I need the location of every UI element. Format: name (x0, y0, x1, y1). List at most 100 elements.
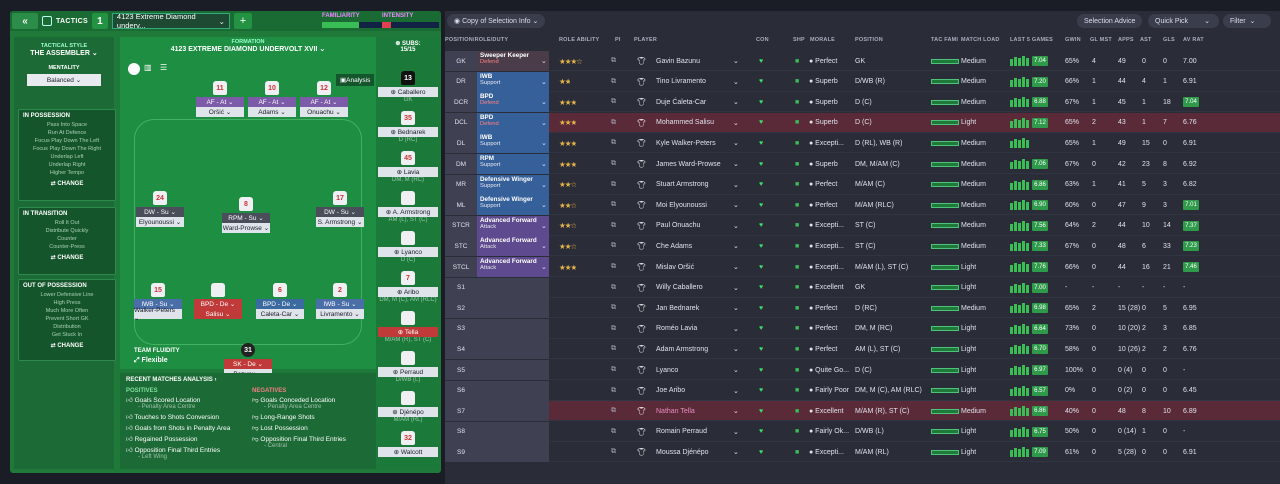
pi-icon[interactable]: ⧉ (611, 304, 616, 312)
role-duty-select[interactable]: BPD Defend (477, 112, 549, 133)
player-dropdown-icon[interactable]: ⌄ (733, 428, 739, 436)
sub-item[interactable]: 32 ⊕ Walcott (376, 431, 440, 457)
tactical-style-name[interactable]: THE ASSEMBLER ⌄ (30, 50, 98, 57)
role-duty-select[interactable]: Defensive Winger Support (477, 174, 549, 195)
player-dropdown-icon[interactable]: ⌄ (733, 284, 739, 292)
role-duty-select[interactable]: BPD Defend (477, 92, 549, 113)
player-shirt[interactable]: 10 (265, 81, 279, 95)
pi-icon[interactable]: ⧉ (611, 201, 616, 209)
sub-name[interactable]: ⊕ Tella (378, 327, 438, 337)
pi-icon[interactable]: ⧉ (611, 324, 616, 332)
player-dropdown-icon[interactable]: ⌄ (733, 367, 739, 374)
formation-name[interactable]: 4123 EXTREME DIAMOND UNDERVOLT XVII ⌄ (170, 46, 326, 53)
column-header[interactable]: POSITION/ROLE/DUTY (445, 37, 509, 43)
player-dropdown-icon[interactable]: ⌄ (733, 305, 739, 313)
filter-button[interactable]: Filter ⌄ (1223, 14, 1271, 28)
role-duty-select[interactable]: Sweeper Keeper Defend (477, 51, 549, 71)
chart-icon[interactable]: ▥ (144, 63, 152, 72)
role-duty-select[interactable]: Advanced Forward Attack (477, 257, 549, 277)
player-dropdown-icon[interactable]: ⌄ (733, 161, 739, 168)
role-duty-select[interactable] (477, 401, 549, 422)
role-dropdown-icon[interactable]: ⌄ (541, 181, 547, 189)
player-name[interactable]: Kyle Walker-Peters (656, 139, 716, 147)
sub-name[interactable]: ⊕ A. Armstrong (378, 207, 438, 217)
player-dropdown-icon[interactable]: ⌄ (733, 181, 739, 189)
player-row[interactable]: STCR Advanced Forward Attack ⌄ ★★☆ ⧉ 👕︎ Paul On… (445, 215, 1280, 236)
player-role-tag[interactable]: IWB - Su ⌄ (134, 299, 182, 309)
sub-name[interactable]: ⊕ Bednarek (378, 127, 438, 137)
role-duty-select[interactable]: RPM Support (477, 154, 549, 174)
role-duty-select[interactable]: Advanced Forward Attack (477, 236, 549, 257)
settings-icon[interactable] (128, 63, 140, 75)
pi-icon[interactable]: ⧉ (611, 366, 616, 373)
player-row[interactable]: S2 ⧉ 👕︎ Jan Bednarek ⌄ ♥ ■ ● Perfect D (RC) Mediu… (445, 298, 1280, 319)
role-duty-select[interactable] (477, 380, 549, 401)
sub-item[interactable]: 13 ⊕ Caballero GK (376, 71, 440, 103)
player-shirt[interactable] (211, 283, 225, 297)
player-shirt[interactable]: 17 (333, 191, 347, 205)
role-duty-select[interactable]: IWB Support (477, 133, 549, 154)
player-name[interactable]: Roméo Lavia (656, 325, 698, 333)
player-name[interactable]: Nathan Tella (656, 407, 695, 415)
role-duty-select[interactable]: Defensive Winger Support (477, 195, 549, 216)
player-name[interactable]: Duje Ćaleta-Car (656, 98, 707, 106)
player-dropdown-icon[interactable]: ⌄ (733, 222, 739, 230)
column-header[interactable]: LAST 5 GAMES (1010, 37, 1054, 43)
player-name[interactable]: Lyanco (656, 366, 679, 374)
player-name[interactable]: Tino Livramento (656, 78, 706, 86)
player-row[interactable]: DCL BPD Defend ⌄ ★★★ ⧉ 👕︎ Mohammed Salisu ⌄ ♥ ■ ● S… (445, 112, 1280, 133)
sub-name[interactable]: ⊕ Aribo (378, 287, 438, 297)
role-dropdown-icon[interactable]: ⌄ (541, 99, 547, 107)
role-duty-select[interactable] (477, 318, 549, 339)
column-header[interactable]: GLS (1163, 37, 1175, 43)
player-dropdown-icon[interactable]: ⌄ (733, 58, 739, 65)
pi-icon[interactable]: ⧉ (611, 242, 616, 250)
player-row[interactable]: S8 ⧉ 👕︎ Romain Perraud ⌄ ♥ ■ ● Fairly Ok... D/WB… (445, 421, 1280, 442)
player-role-tag[interactable]: BPD - De ⌄ (194, 299, 242, 309)
player-shirt[interactable]: 8 (239, 197, 253, 211)
sub-item[interactable]: ⊕ Djénépo M/AM (RL) (376, 391, 440, 423)
sub-item[interactable]: 7 ⊕ Aribo DM, M (C), AM (RLC) (376, 271, 440, 303)
sub-name[interactable]: ⊕ Djénépo (378, 407, 438, 417)
role-dropdown-icon[interactable]: ⌄ (541, 78, 547, 86)
analysis-button[interactable]: ▣ Analysis (336, 74, 375, 86)
player-row[interactable]: MR Defensive Winger Support ⌄ ★★☆ ⧉ 👕︎ Stuart A… (445, 174, 1280, 195)
player-name[interactable]: Paul Onuachu (656, 222, 701, 230)
player-row[interactable]: S4 ⧉ 👕︎ Adam Armstrong ⌄ ♥ ■ ● Perfect AM (L), S… (445, 339, 1280, 360)
column-header[interactable]: APPS (1118, 37, 1134, 43)
player-row[interactable]: STCL Advanced Forward Attack ⌄ ★★★ ⧉ 👕︎ Mislav … (445, 257, 1280, 277)
sub-item[interactable]: ⊕ Lyanco D (C) (376, 231, 440, 263)
column-header[interactable]: SHP (793, 37, 805, 43)
player-name[interactable]: Che Adams (656, 242, 693, 250)
sub-name[interactable]: ⊕ Lavia (378, 167, 438, 177)
player-role-tag[interactable]: DW - Su ⌄ (316, 207, 364, 217)
player-role-tag[interactable]: DW - Su ⌄ (136, 207, 184, 217)
player-shirt[interactable]: 12 (317, 81, 331, 95)
player-name[interactable]: Mohammed Salisu (656, 119, 714, 127)
sub-item[interactable]: 45 ⊕ Lavia DM, M (RC) (376, 151, 440, 183)
player-dropdown-icon[interactable]: ⌄ (733, 140, 739, 148)
column-header[interactable]: MATCH LOAD (961, 37, 1000, 43)
tactic-select[interactable]: 4123 Extreme Diamond underv... ⌄ (111, 12, 230, 30)
pi-icon[interactable]: ⧉ (611, 386, 616, 394)
sub-item[interactable]: ⊕ Tella M/AM (R), ST (C) (376, 311, 440, 343)
pi-icon[interactable]: ⧉ (611, 345, 616, 353)
player-name[interactable]: Moi Elyounoussi (656, 201, 707, 209)
role-dropdown-icon[interactable]: ⌄ (541, 243, 547, 251)
column-header[interactable]: POSITION (855, 37, 883, 43)
player-role-tag[interactable]: SK - De ⌄ (224, 359, 272, 369)
player-row[interactable]: S9 ⧉ 👕︎ Moussa Djénépo ⌄ ♥ ■ ● Excepti... M/AM (… (445, 442, 1280, 463)
column-header[interactable]: MORALE (810, 37, 836, 43)
player-row[interactable]: S3 ⧉ 👕︎ Roméo Lavia ⌄ ♥ ■ ● Perfect DM, M (RC) Li… (445, 318, 1280, 339)
role-dropdown-icon[interactable]: ⌄ (541, 58, 547, 65)
in-possession-change-button[interactable]: ⇄ CHANGE (50, 181, 84, 187)
column-header[interactable]: GWIN (1065, 37, 1081, 43)
player-dropdown-icon[interactable]: ⌄ (733, 78, 739, 86)
role-duty-select[interactable] (477, 360, 549, 380)
pi-icon[interactable]: ⧉ (611, 98, 616, 106)
role-duty-select[interactable] (477, 277, 549, 298)
sub-name[interactable]: ⊕ Caballero (378, 87, 438, 97)
pi-icon[interactable]: ⧉ (611, 427, 616, 435)
pi-icon[interactable]: ⧉ (611, 77, 616, 85)
collapse-button[interactable]: « (12, 13, 38, 29)
